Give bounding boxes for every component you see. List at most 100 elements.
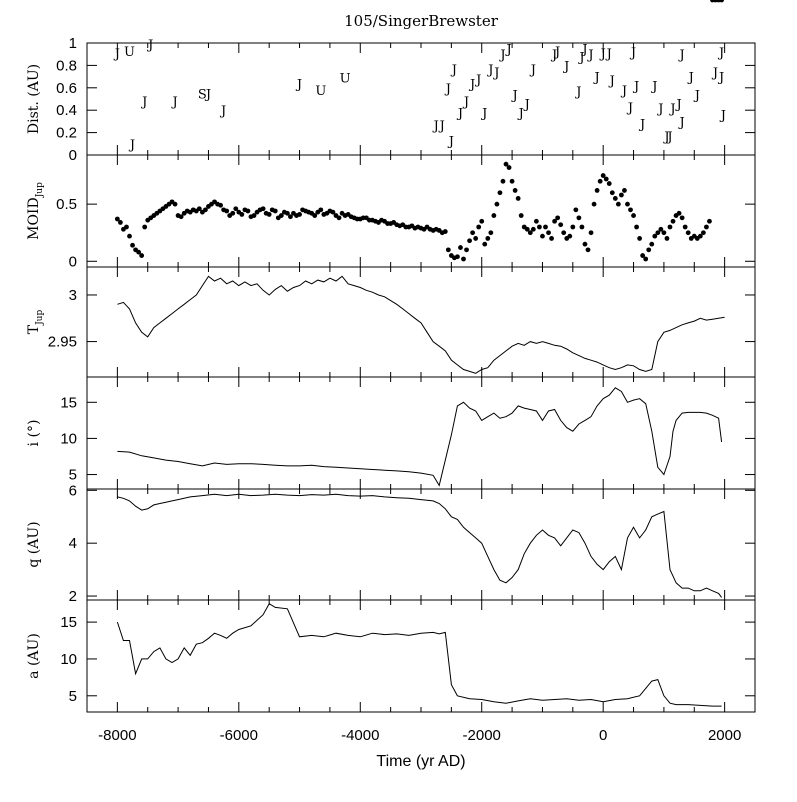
y-axis-label-text: q (AU): [26, 521, 42, 567]
y-tick-label: 4: [69, 535, 77, 552]
data-point: [719, 0, 724, 3]
data-point: [336, 215, 342, 221]
data-point: [625, 201, 630, 207]
y-tick-label: 2.95: [48, 334, 77, 351]
data-point: [196, 206, 202, 212]
data-letter: U: [315, 84, 326, 99]
y-axis-label-text: i (°): [26, 420, 42, 447]
data-point: [272, 208, 278, 214]
data-point: [597, 178, 603, 184]
series-line: [116, 603, 722, 707]
data-letter: J: [511, 89, 518, 104]
data-point: [312, 213, 318, 218]
data-point: [218, 202, 224, 208]
data-point: [470, 230, 476, 236]
data-point: [136, 249, 142, 255]
data-point: [124, 224, 129, 230]
data-point: [491, 213, 497, 218]
panel-frame: [86, 376, 756, 490]
x-tick-label: -2000: [463, 727, 501, 744]
data-point: [649, 241, 655, 247]
data-letter: J: [517, 106, 524, 121]
data-point: [634, 224, 639, 230]
data-point: [567, 233, 573, 239]
x-tick-label: 0: [599, 727, 607, 744]
y-axis-label-text: T: [26, 324, 42, 334]
y-axis-label: a (AU): [26, 633, 42, 679]
y-tick-label: 5: [69, 467, 77, 484]
data-point: [266, 212, 272, 217]
data-letter: J: [438, 119, 445, 134]
data-point: [537, 224, 542, 230]
data-letter: J: [608, 74, 615, 89]
data-point: [488, 230, 494, 236]
data-point: [467, 238, 472, 244]
y-tick-label: 3: [69, 287, 77, 304]
data-letter: J: [562, 59, 569, 74]
data-letter: J: [113, 47, 120, 62]
data-letter: J: [550, 48, 557, 63]
data-point: [464, 247, 469, 253]
data-point: [679, 215, 685, 221]
panel-frame: [86, 42, 756, 156]
y-axis-label-text: Dist. (AU): [26, 64, 42, 134]
data-letter: J: [605, 47, 612, 62]
panel-frame: [86, 488, 756, 601]
data-point: [476, 224, 482, 230]
data-point: [172, 201, 178, 207]
data-point: [139, 253, 145, 258]
data-point: [637, 236, 643, 241]
panel-frame: [86, 599, 756, 713]
data-point: [685, 230, 691, 236]
data-letter: J: [620, 84, 627, 99]
data-point: [497, 190, 503, 196]
data-point: [591, 201, 597, 207]
data-letter: J: [711, 66, 718, 81]
data-letter: J: [665, 130, 672, 145]
data-point: [594, 188, 600, 193]
data-point: [697, 233, 703, 239]
data-point: [622, 188, 627, 193]
y-axis-label: MOIDJup: [26, 182, 45, 240]
data-letter: J: [450, 63, 457, 78]
data-letter: U: [340, 72, 351, 87]
panel-moid: 0 0.5 MOIDJup: [26, 0, 756, 270]
data-letter: J: [626, 101, 633, 116]
data-point: [278, 213, 284, 218]
data-letter: J: [523, 97, 530, 112]
data-letter: J: [638, 118, 645, 133]
data-letter: J: [462, 95, 469, 110]
data-point: [233, 206, 239, 212]
data-point: [515, 196, 521, 201]
data-point: [603, 176, 609, 182]
data-point: [588, 230, 594, 236]
data-letter: J: [586, 48, 593, 63]
x-axis-label: Time (yr AD): [376, 753, 465, 770]
data-point: [127, 233, 132, 239]
y-axis-label: q (AU): [26, 521, 42, 567]
data-letter: J: [717, 46, 724, 61]
y-tick-label: 0.2: [56, 125, 77, 142]
data-point: [482, 241, 488, 247]
data-point: [655, 230, 661, 236]
data-point: [506, 165, 512, 170]
data-point: [297, 212, 302, 217]
data-letter: J: [650, 80, 657, 95]
data-letter: J: [662, 130, 669, 145]
data-point: [619, 192, 624, 198]
data-letter: J: [719, 109, 726, 124]
data-point: [600, 173, 606, 178]
data-point: [239, 212, 245, 217]
data-letter: J: [492, 66, 499, 81]
y-tick-label: 1: [69, 35, 77, 52]
data-point: [585, 247, 591, 253]
x-tick-label: 2000: [708, 727, 741, 744]
data-point: [652, 233, 658, 239]
data-point: [524, 226, 530, 232]
y-axis-label: Dist. (AU): [26, 64, 42, 134]
data-point: [643, 256, 649, 262]
data-point: [606, 181, 612, 186]
data-point: [640, 253, 646, 258]
data-letter: J: [668, 102, 675, 117]
data-point: [458, 245, 463, 250]
